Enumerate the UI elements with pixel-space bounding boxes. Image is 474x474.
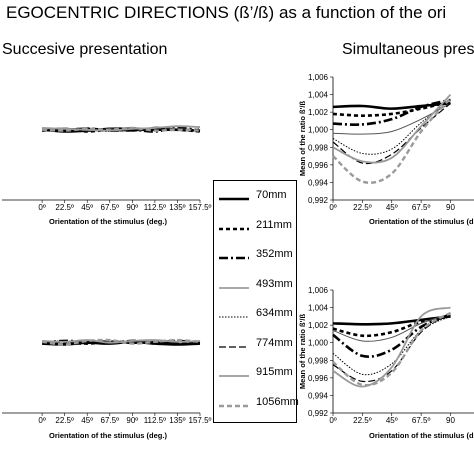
legend-item: 493mm	[218, 274, 296, 304]
y-tick-label: 1,004	[308, 304, 329, 313]
legend-label: 915mm	[256, 366, 293, 378]
series-line-915mm	[332, 93, 452, 164]
x-tick-label: 0º	[329, 203, 336, 212]
y-tick-label: 0,998	[308, 356, 329, 365]
series-line-493mm	[332, 102, 451, 135]
legend-label: 1056mm	[256, 395, 299, 408]
y-tick-label: 1,000	[308, 126, 329, 135]
x-tick-label: 0º	[38, 203, 45, 212]
x-tick-label: 112.5º	[144, 203, 166, 212]
x-tick-label: 0º	[38, 416, 45, 425]
x-axis-label: Orientation of the stimulus (deg.)	[49, 217, 167, 226]
x-tick-label: 67.5º	[412, 416, 431, 425]
legend-swatch	[219, 316, 249, 318]
y-tick-label: 1,002	[308, 321, 329, 330]
x-tick-label: 22.5º	[353, 203, 372, 212]
y-axis-label: Mean of the ratio ß'/ß	[298, 101, 307, 177]
x-tick-label: 157.5º	[189, 203, 212, 212]
y-tick-label: 0,994	[308, 391, 329, 400]
series-line-915mm	[42, 125, 201, 132]
x-tick-label: 90	[446, 416, 455, 425]
figure-title: EGOCENTRIC DIRECTIONS (ß’/ß) as a functi…	[6, 3, 447, 22]
series-line-915mm	[42, 339, 201, 344]
left-column-title: Succesive presentation	[2, 41, 168, 58]
x-tick-label: 45º	[81, 203, 93, 212]
y-tick-label: 1,002	[308, 108, 329, 117]
y-tick-label: 0,992	[308, 196, 329, 205]
series-line-352mm	[332, 313, 452, 358]
y-tick-label: 0,994	[308, 178, 329, 187]
x-tick-label: 135º	[169, 416, 185, 425]
series-line-211mm	[332, 100, 451, 117]
x-axis-label: Orientation of the stimulus (deg.)	[49, 431, 167, 440]
x-tick-label: 22.5º	[55, 203, 74, 212]
legend-label: 774mm	[256, 336, 293, 349]
x-tick-label: 22.5º	[353, 416, 372, 425]
legend-label: 352mm	[256, 248, 293, 260]
y-tick-label: 1,004	[308, 91, 329, 100]
legend-label: 70mm	[256, 189, 287, 201]
x-tick-label: 45º	[81, 416, 93, 425]
series-line-1056mm	[332, 311, 452, 387]
legend: 70mm 211mm 352mm 493mm 634mm 774mm 915mm 1056mm	[213, 180, 299, 423]
x-tick-label: 67.5º	[101, 203, 120, 212]
legend-swatch	[219, 197, 249, 201]
legend-item: 634mm	[218, 303, 296, 333]
legend-item: 915mm	[218, 362, 296, 392]
x-tick-label: 157.5º	[189, 416, 212, 425]
x-tick-label: 0º	[329, 416, 336, 425]
y-axis-label: Mean of the ratio ß'/ß	[298, 314, 307, 390]
legend-swatch	[219, 404, 249, 407]
legend-label: 634mm	[256, 307, 293, 319]
series-line-774mm	[332, 312, 451, 383]
y-tick-label: 1,000	[308, 339, 329, 348]
y-tick-label: 0,996	[308, 161, 329, 170]
x-tick-label: 67.5º	[412, 203, 431, 212]
legend-item: 352mm	[218, 244, 296, 274]
x-tick-label: 22.5º	[55, 416, 74, 425]
series-line-352mm	[332, 98, 451, 126]
series-line-915mm	[332, 306, 451, 388]
series-line-1056mm	[41, 338, 201, 346]
x-tick-label: 67.5º	[101, 416, 120, 425]
legend-swatch	[219, 375, 249, 377]
legend-item: 774mm	[218, 333, 296, 363]
y-tick-label: 1,006	[308, 73, 329, 82]
series-line-1056mm	[332, 97, 452, 184]
series-line-70mm	[332, 102, 451, 110]
legend-item: 1056mm	[218, 392, 299, 422]
legend-label: 493mm	[256, 277, 293, 290]
x-tick-label: 90º	[126, 416, 138, 425]
legend-swatch	[219, 256, 249, 260]
x-tick-label: 135º	[169, 203, 185, 212]
legend-swatch	[219, 227, 249, 230]
x-axis-label: Orientation of the stimulus (deg.)	[369, 431, 474, 440]
y-tick-label: 0,996	[308, 374, 329, 383]
legend-swatch	[219, 345, 249, 348]
y-tick-label: 1,006	[308, 286, 329, 295]
legend-item: 70mm	[218, 185, 296, 215]
x-tick-label: 45º	[386, 203, 398, 212]
x-tick-label: 45º	[386, 416, 398, 425]
x-tick-label: 112.5º	[144, 416, 166, 425]
series-line-1056mm	[42, 126, 201, 132]
x-tick-label: 90	[446, 203, 455, 212]
legend-item: 211mm	[218, 215, 296, 245]
series-line-493mm	[332, 313, 451, 342]
y-tick-label: 0,998	[308, 143, 329, 152]
x-axis-label: Orientation of the stimulus (deg.)	[369, 217, 474, 226]
right-column-title: Simultaneous prese	[342, 41, 474, 58]
legend-label: 211mm	[256, 218, 292, 231]
x-tick-label: 90º	[126, 203, 138, 212]
y-tick-label: 0,992	[308, 409, 329, 418]
legend-swatch	[219, 287, 249, 288]
